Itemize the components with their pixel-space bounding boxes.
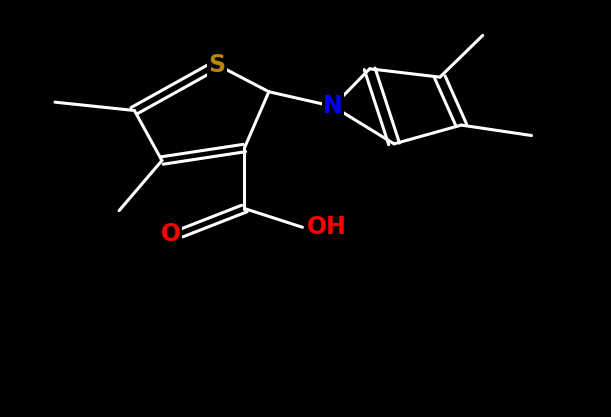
Text: N: N bbox=[323, 94, 343, 118]
Text: OH: OH bbox=[307, 215, 347, 239]
Text: S: S bbox=[208, 53, 225, 77]
Text: O: O bbox=[161, 221, 181, 246]
